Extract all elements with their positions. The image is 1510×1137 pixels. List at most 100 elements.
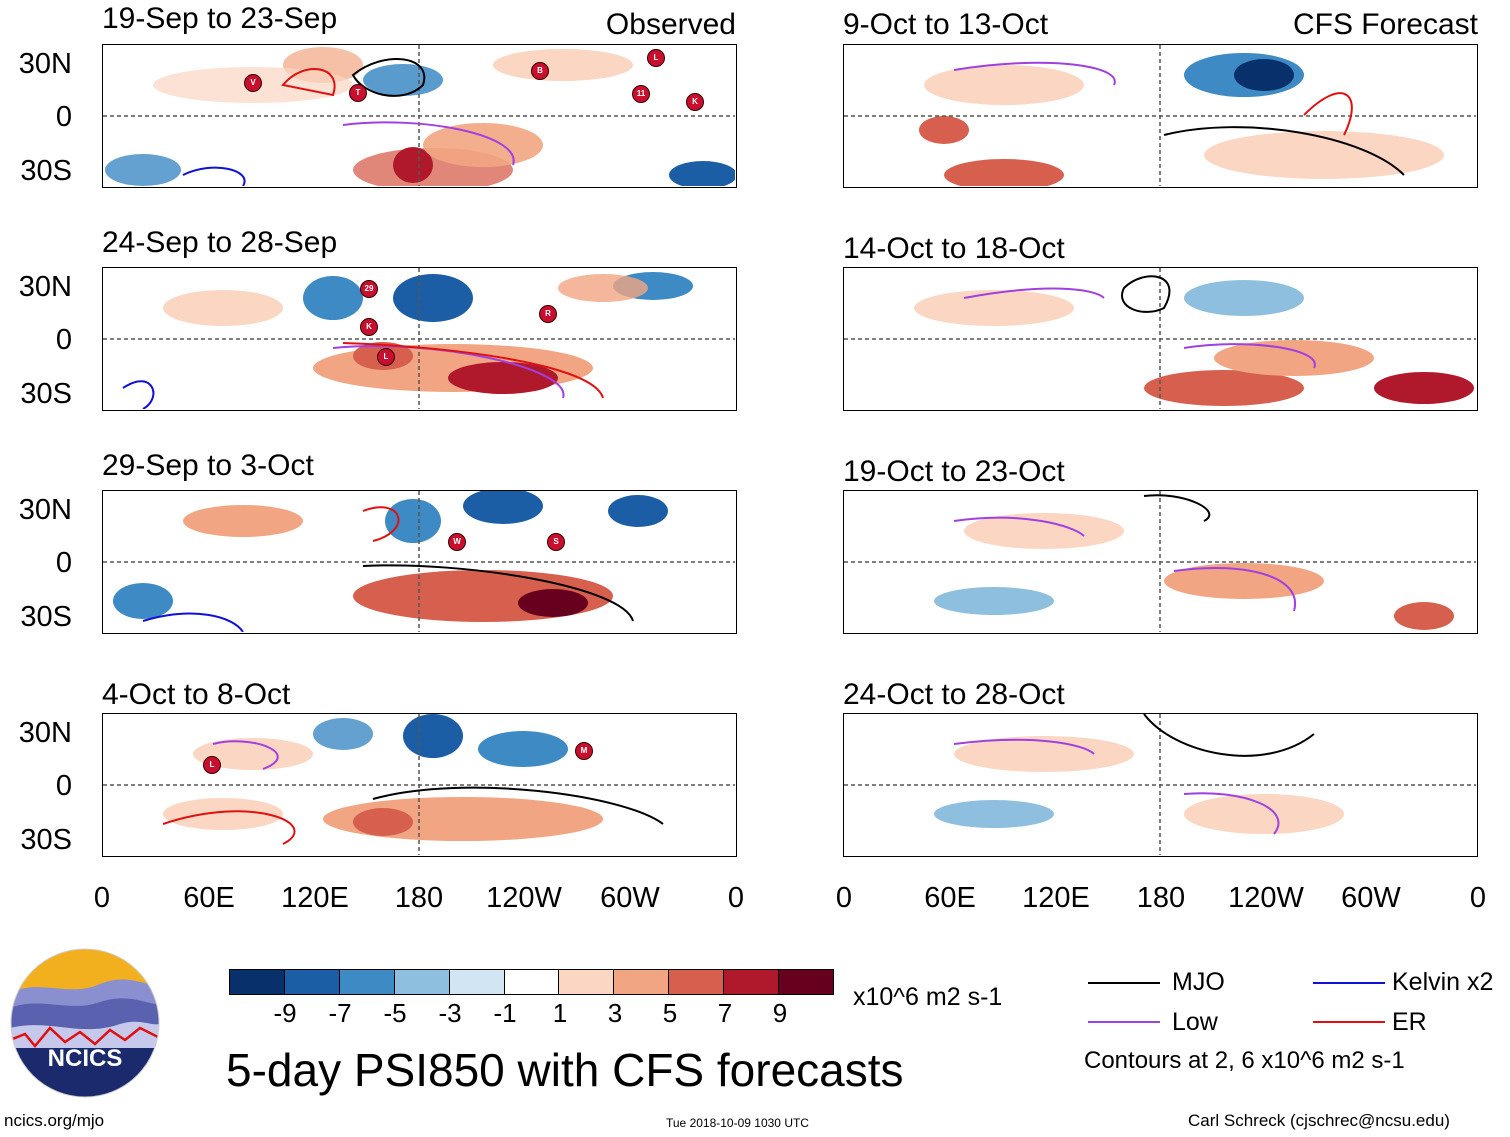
storm-marker: M: [575, 742, 593, 760]
panel-title-3: 29-Sep to 3-Oct: [102, 449, 314, 482]
lon-label-120e-right: 120E: [1022, 882, 1090, 914]
panel-title-8: 24-Oct to 28-Oct: [843, 678, 1065, 711]
map-panel-1: [102, 44, 737, 188]
map-graphic-4: [103, 714, 735, 855]
map-panel-7: [843, 490, 1478, 634]
lon-label-0-left: 0: [93, 882, 111, 914]
map-panel-6: [843, 267, 1478, 411]
map-panel-8: [843, 713, 1478, 857]
colorbar-label: -9: [273, 998, 297, 1028]
colorbar-label: -3: [438, 998, 462, 1028]
colorbar-swatch: [613, 970, 669, 994]
legend-label-low: Low: [1172, 1008, 1218, 1036]
colorbar-swatch: [393, 970, 449, 994]
colorbar-swatch: [230, 970, 284, 994]
storm-marker: K: [686, 93, 704, 111]
colorbar-label: 5: [662, 998, 678, 1028]
lat-label-eq-1: 0: [55, 101, 72, 133]
lat-label-30n-4: 30N: [18, 717, 72, 749]
lon-label-120w-left: 120W: [486, 882, 562, 914]
colorbar-units: x10^6 m2 s-1: [853, 983, 1003, 1011]
lat-label-30n-1: 30N: [18, 48, 72, 80]
lon-label-0-end-left: 0: [727, 882, 745, 914]
panel-title-6: 14-Oct to 18-Oct: [843, 232, 1065, 265]
ncics-logo-graphic: [10, 948, 160, 1098]
colorbar-label: 1: [552, 998, 568, 1028]
credit: Carl Schreck (cjschrec@ncsu.edu): [1188, 1111, 1450, 1130]
colorbar-label: 3: [607, 998, 623, 1028]
colorbar-label: -1: [493, 998, 517, 1028]
lon-label-60e-left: 60E: [183, 882, 235, 914]
map-panel-3: [102, 490, 737, 634]
panel-title-2: 24-Sep to 28-Sep: [102, 226, 338, 259]
colorbar-label: -5: [383, 998, 407, 1028]
legend-note: Contours at 2, 6 x10^6 m2 s-1: [1084, 1047, 1405, 1074]
map-panel-4: [102, 713, 737, 857]
colorbar-swatch: [778, 970, 833, 994]
lat-label-30n-2: 30N: [18, 271, 72, 303]
observed-label: Observed: [605, 8, 736, 41]
lat-label-eq-4: 0: [55, 770, 72, 802]
colorbar-swatch: [283, 970, 339, 994]
lon-label-60e-right: 60E: [924, 882, 976, 914]
storm-marker: S: [547, 533, 565, 551]
map-panel-2: [102, 267, 737, 411]
storm-marker: L: [647, 49, 665, 67]
panel-title-5: 9-Oct to 13-Oct: [843, 8, 1049, 41]
legend-swatch-mjo: [1088, 982, 1160, 984]
map-graphic-8: [844, 714, 1476, 855]
lat-label-eq-3: 0: [55, 547, 72, 579]
colorbar-label: -7: [328, 998, 352, 1028]
legend-label-mjo: MJO: [1172, 968, 1225, 996]
legend-label-kelvin: Kelvin x2: [1392, 968, 1494, 996]
lat-label-30n-3: 30N: [18, 494, 72, 526]
main-title: 5-day PSI850 with CFS forecasts: [226, 1044, 904, 1096]
panel-title-7: 19-Oct to 23-Oct: [843, 455, 1065, 488]
lat-label-30s-3: 30S: [20, 601, 72, 633]
storm-marker: 11: [632, 85, 650, 103]
lon-label-0-right: 0: [835, 882, 853, 914]
colorbar: [229, 969, 834, 995]
lon-label-180-left: 180: [394, 882, 444, 914]
colorbar-swatch: [723, 970, 779, 994]
panel-title-4: 4-Oct to 8-Oct: [102, 678, 291, 711]
colorbar-label: 9: [772, 998, 788, 1028]
lat-label-30s-2: 30S: [20, 378, 72, 410]
storm-marker: V: [244, 74, 262, 92]
map-graphic-3: [103, 491, 735, 633]
lon-label-0-end-right: 0: [1469, 882, 1487, 914]
legend-label-er: ER: [1392, 1008, 1427, 1036]
lon-label-60w-right: 60W: [1341, 882, 1401, 914]
map-graphic-1: [103, 45, 736, 187]
lon-label-180-right: 180: [1136, 882, 1186, 914]
lon-label-120e-left: 120E: [281, 882, 349, 914]
storm-marker: L: [377, 348, 395, 366]
storm-marker: B: [531, 62, 549, 80]
storm-marker: W: [448, 533, 466, 551]
legend-swatch-er: [1313, 1021, 1385, 1023]
colorbar-swatch: [448, 970, 504, 994]
storm-marker: L: [203, 756, 221, 774]
map-graphic-2: [103, 268, 735, 410]
site-url: ncics.org/mjo: [4, 1111, 105, 1130]
storm-marker: K: [360, 318, 378, 336]
colorbar-label: 7: [717, 998, 733, 1028]
lon-label-120w-right: 120W: [1228, 882, 1304, 914]
lat-label-30s-1: 30S: [20, 155, 72, 187]
legend-swatch-kelvin: [1313, 982, 1385, 984]
lat-label-30s-4: 30S: [20, 824, 72, 856]
ncics-logo: [10, 948, 160, 1098]
map-graphic-5: [844, 45, 1476, 187]
panel-title-1: 19-Sep to 23-Sep: [102, 2, 338, 35]
lat-label-eq-2: 0: [55, 324, 72, 356]
legend-swatch-low: [1088, 1021, 1160, 1023]
colorbar-swatch: [503, 970, 559, 994]
map-panel-5: [843, 44, 1478, 188]
timestamp: Tue 2018-10-09 1030 UTC: [666, 1116, 809, 1130]
colorbar-swatch: [338, 970, 394, 994]
map-graphic-7: [844, 491, 1476, 632]
forecast-label: CFS Forecast: [1292, 8, 1478, 41]
storm-marker: 29: [360, 280, 378, 298]
map-graphic-6: [844, 268, 1476, 409]
logo-text: NCICS: [47, 1045, 123, 1072]
